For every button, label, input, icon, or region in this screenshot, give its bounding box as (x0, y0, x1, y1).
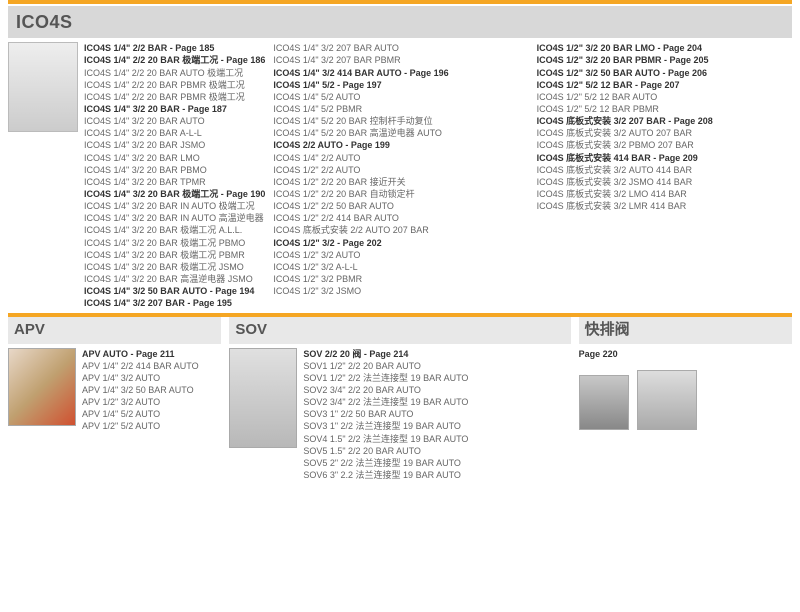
list-item: SOV2 3/4" 2/2 法兰连接型 19 BAR AUTO (303, 396, 570, 408)
list-item: ICO4S 1/2" 3/2 PBMR (273, 273, 528, 285)
list-item: ICO4S 1/4" 5/2 20 BAR 控制杆手动复位 (273, 115, 528, 127)
kp-thumb-2 (637, 370, 697, 430)
list-item: APV 1/2" 5/2 AUTO (82, 420, 221, 432)
list-item: ICO4S 1/2" 3/2 A-L-L (273, 261, 528, 273)
group-head: ICO4S 1/2" 3/2 20 BAR PBMR - Page 205 (537, 54, 792, 66)
list-item: ICO4S 1/2" 2/2 414 BAR AUTO (273, 212, 528, 224)
list-item: ICO4S 1/4" 3/2 20 BAR LMO (84, 152, 265, 164)
list-item: ICO4S 1/4" 3/2 20 BAR 极端工况 PBMO (84, 237, 265, 249)
list-item: APV 1/4" 3/2 AUTO (82, 372, 221, 384)
list-item: ICO4S 1/2" 2/2 AUTO (273, 164, 528, 176)
list-item: ICO4S 1/4" 3/2 20 BAR PBMO (84, 164, 265, 176)
list-item: ICO4S 1/2" 3/2 AUTO (273, 249, 528, 261)
group-head: ICO4S 1/2" 3/2 20 BAR LMO - Page 204 (537, 42, 792, 54)
group-head: ICO4S 2/2 AUTO - Page 199 (273, 139, 528, 151)
group-head: ICO4S 1/4" 3/2 20 BAR - Page 187 (84, 103, 265, 115)
apv-thumb (8, 348, 76, 426)
list-item: ICO4S 1/4" 5/2 20 BAR 高温逆电器 AUTO (273, 127, 528, 139)
apv-section: APV APV AUTO - Page 211APV 1/4" 2/2 414 … (8, 317, 221, 485)
list-item: ICO4S 1/2" 2/2 50 BAR AUTO (273, 200, 528, 212)
group-head: ICO4S 1/4" 3/2 50 BAR AUTO - Page 194 (84, 285, 265, 297)
list-item: SOV2 3/4" 2/2 20 BAR AUTO (303, 384, 570, 396)
list-item: ICO4S 1/2" 3/2 JSMO (273, 285, 528, 297)
ico4s-section: ICO4S ICO4S 1/4" 2/2 BAR - Page 185ICO4S… (8, 6, 792, 309)
list-item: ICO4S 底板式安装 2/2 AUTO 207 BAR (273, 224, 528, 236)
group-head: ICO4S 1/4" 5/2 - Page 197 (273, 79, 528, 91)
list-item: ICO4S 1/2" 5/2 12 BAR PBMR (537, 103, 792, 115)
list-item: ICO4S 1/4" 2/2 AUTO (273, 152, 528, 164)
group-head: ICO4S 1/4" 3/2 414 BAR AUTO - Page 196 (273, 67, 528, 79)
apv-title: APV (8, 317, 221, 343)
list-item: SOV6 3" 2.2 法兰连接型 19 BAR AUTO (303, 469, 570, 481)
list-item: ICO4S 1/4" 3/2 20 BAR A-L-L (84, 127, 265, 139)
list-item: ICO4S 1/4" 2/2 20 BAR AUTO 极端工况 (84, 67, 265, 79)
sov-list: SOV 2/2 20 阀 - Page 214SOV1 1/2" 2/2 20 … (303, 348, 570, 482)
list-item: ICO4S 1/4" 2/2 20 BAR PBMR 极端工况 (84, 91, 265, 103)
list-item: ICO4S 1/4" 3/2 207 BAR AUTO (273, 42, 528, 54)
group-head: ICO4S 1/2" 3/2 - Page 202 (273, 237, 528, 249)
list-item: ICO4S 底板式安装 3/2 PBMO 207 BAR (537, 139, 792, 151)
ico4s-col2-list: ICO4S 1/4" 3/2 207 BAR AUTOICO4S 1/4" 3/… (273, 42, 528, 309)
list-item: ICO4S 1/2" 2/2 20 BAR 自动锁定杆 (273, 188, 528, 200)
list-item: SOV1 1/2" 2/2 法兰连接型 19 BAR AUTO (303, 372, 570, 384)
kp-head: Page 220 (579, 348, 618, 360)
list-item: ICO4S 1/4" 3/2 20 BAR 极端工况 PBMR (84, 249, 265, 261)
kp-section: 快排阀 Page 220 (579, 317, 792, 485)
list-item: ICO4S 1/4" 5/2 PBMR (273, 103, 528, 115)
list-item: ICO4S 1/4" 3/2 207 BAR PBMR (273, 54, 528, 66)
list-item: ICO4S 1/4" 3/2 20 BAR IN AUTO 高温逆电器 (84, 212, 265, 224)
list-item: ICO4S 1/4" 3/2 20 BAR 极端工况 JSMO (84, 261, 265, 273)
sov-title: SOV (229, 317, 570, 343)
ico4s-col1: ICO4S 1/4" 2/2 BAR - Page 185ICO4S 1/4" … (8, 42, 265, 309)
list-item: APV 1/4" 2/2 414 BAR AUTO (82, 360, 221, 372)
group-head: ICO4S 1/4" 3/2 207 BAR - Page 195 (84, 297, 265, 309)
list-item: ICO4S 1/4" 5/2 AUTO (273, 91, 528, 103)
list-item: SOV5 2" 2/2 法兰连接型 19 BAR AUTO (303, 457, 570, 469)
group-head: ICO4S 1/4" 3/2 20 BAR 极端工况 - Page 190 (84, 188, 265, 200)
group-head: ICO4S 1/2" 3/2 50 BAR AUTO - Page 206 (537, 67, 792, 79)
list-item: ICO4S 1/4" 3/2 20 BAR 极端工况 A.L.L. (84, 224, 265, 236)
list-item: ICO4S 1/4" 3/2 20 BAR 高温逆电器 JSMO (84, 273, 265, 285)
list-item: SOV1 1/2" 2/2 20 BAR AUTO (303, 360, 570, 372)
list-item: SOV5 1.5" 2/2 20 BAR AUTO (303, 445, 570, 457)
group-head: ICO4S 底板式安装 414 BAR - Page 209 (537, 152, 792, 164)
group-head: APV AUTO - Page 211 (82, 348, 221, 360)
group-head: ICO4S 底板式安装 3/2 207 BAR - Page 208 (537, 115, 792, 127)
apv-list: APV AUTO - Page 211APV 1/4" 2/2 414 BAR … (82, 348, 221, 433)
list-item: ICO4S 底板式安装 3/2 LMO 414 BAR (537, 188, 792, 200)
list-item: ICO4S 1/4" 3/2 20 BAR AUTO (84, 115, 265, 127)
list-item: ICO4S 1/4" 2/2 20 BAR PBMR 极端工况 (84, 79, 265, 91)
group-head: ICO4S 1/4" 2/2 BAR - Page 185 (84, 42, 265, 54)
list-item: ICO4S 底板式安装 3/2 AUTO 414 BAR (537, 164, 792, 176)
kp-title: 快排阀 (579, 317, 792, 343)
ico4s-col1-list: ICO4S 1/4" 2/2 BAR - Page 185ICO4S 1/4" … (84, 42, 265, 309)
list-item: ICO4S 底板式安装 3/2 AUTO 207 BAR (537, 127, 792, 139)
list-item: APV 1/4" 3/2 50 BAR AUTO (82, 384, 221, 396)
ico4s-title: ICO4S (8, 6, 792, 38)
list-item: SOV3 1" 2/2 法兰连接型 19 BAR AUTO (303, 420, 570, 432)
list-item: ICO4S 1/2" 5/2 12 BAR AUTO (537, 91, 792, 103)
group-head: SOV 2/2 20 阀 - Page 214 (303, 348, 570, 360)
separator (8, 0, 792, 4)
list-item: ICO4S 1/2" 2/2 20 BAR 接近开关 (273, 176, 528, 188)
list-item: APV 1/2" 3/2 AUTO (82, 396, 221, 408)
list-item: SOV4 1.5" 2/2 法兰连接型 19 BAR AUTO (303, 433, 570, 445)
ico4s-thumb (8, 42, 78, 132)
list-item: SOV3 1" 2/2 50 BAR AUTO (303, 408, 570, 420)
list-item: ICO4S 1/4" 3/2 20 BAR TPMR (84, 176, 265, 188)
ico4s-col3-list: ICO4S 1/2" 3/2 20 BAR LMO - Page 204ICO4… (537, 42, 792, 309)
bottom-row: APV APV AUTO - Page 211APV 1/4" 2/2 414 … (8, 317, 792, 485)
list-item: ICO4S 底板式安装 3/2 JSMO 414 BAR (537, 176, 792, 188)
group-head: ICO4S 1/2" 5/2 12 BAR - Page 207 (537, 79, 792, 91)
list-item: APV 1/4" 5/2 AUTO (82, 408, 221, 420)
list-item: ICO4S 1/4" 3/2 20 BAR IN AUTO 极端工况 (84, 200, 265, 212)
list-item: ICO4S 底板式安装 3/2 LMR 414 BAR (537, 200, 792, 212)
sov-section: SOV SOV 2/2 20 阀 - Page 214SOV1 1/2" 2/2… (229, 317, 570, 485)
kp-thumb-1 (579, 375, 629, 430)
group-head: ICO4S 1/4" 2/2 20 BAR 极端工况 - Page 186 (84, 54, 265, 66)
ico4s-columns: ICO4S 1/4" 2/2 BAR - Page 185ICO4S 1/4" … (8, 38, 792, 309)
sov-thumb (229, 348, 297, 448)
list-item: ICO4S 1/4" 3/2 20 BAR JSMO (84, 139, 265, 151)
